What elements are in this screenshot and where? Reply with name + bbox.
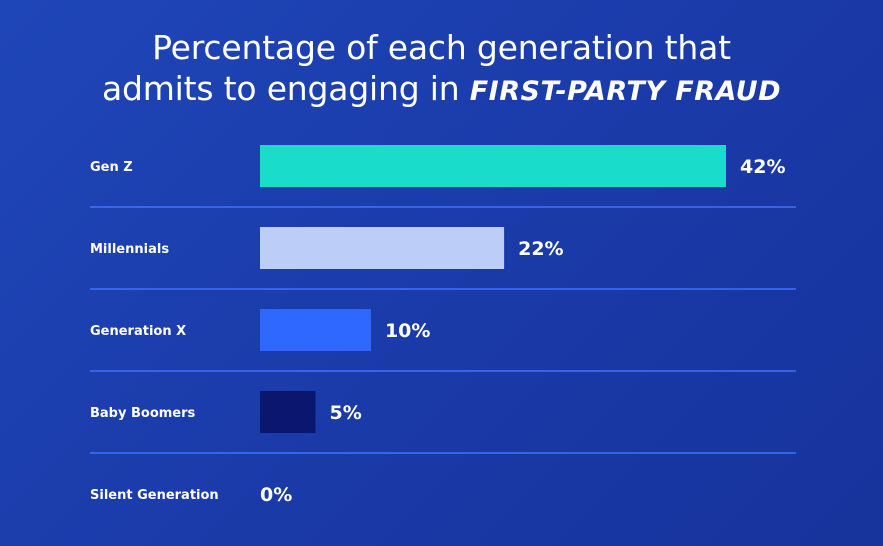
category-label-millennials: Millennials [90, 242, 169, 257]
category-label-generation-x: Generation X [90, 324, 186, 339]
category-label-baby-boomers: Baby Boomers [90, 406, 196, 421]
chart-title: Percentage of each generation that admit… [0, 27, 883, 112]
value-label-millennials: 22% [518, 238, 563, 260]
value-label-generation-x: 10% [385, 320, 430, 342]
bar-millennials [260, 227, 505, 269]
category-label-gen-z: Gen Z [90, 160, 133, 175]
value-label-gen-z: 42% [740, 156, 785, 178]
chart-title-line-2: admits to engaging in FIRST-PARTY FRAUD [0, 68, 883, 112]
value-label-silent-generation: 0% [260, 484, 292, 506]
bar-generation-x [260, 309, 371, 351]
category-label-silent-generation: Silent Generation [90, 488, 219, 503]
bar-gen-z [260, 145, 726, 187]
chart-title-accent: FIRST-PARTY FRAUD [469, 76, 782, 107]
value-label-baby-boomers: 5% [329, 402, 361, 424]
chart-title-line-2-plain: admits to engaging in [101, 69, 460, 108]
bar-baby-boomers [260, 391, 316, 433]
chart-title-line-1: Percentage of each generation that [152, 28, 731, 67]
